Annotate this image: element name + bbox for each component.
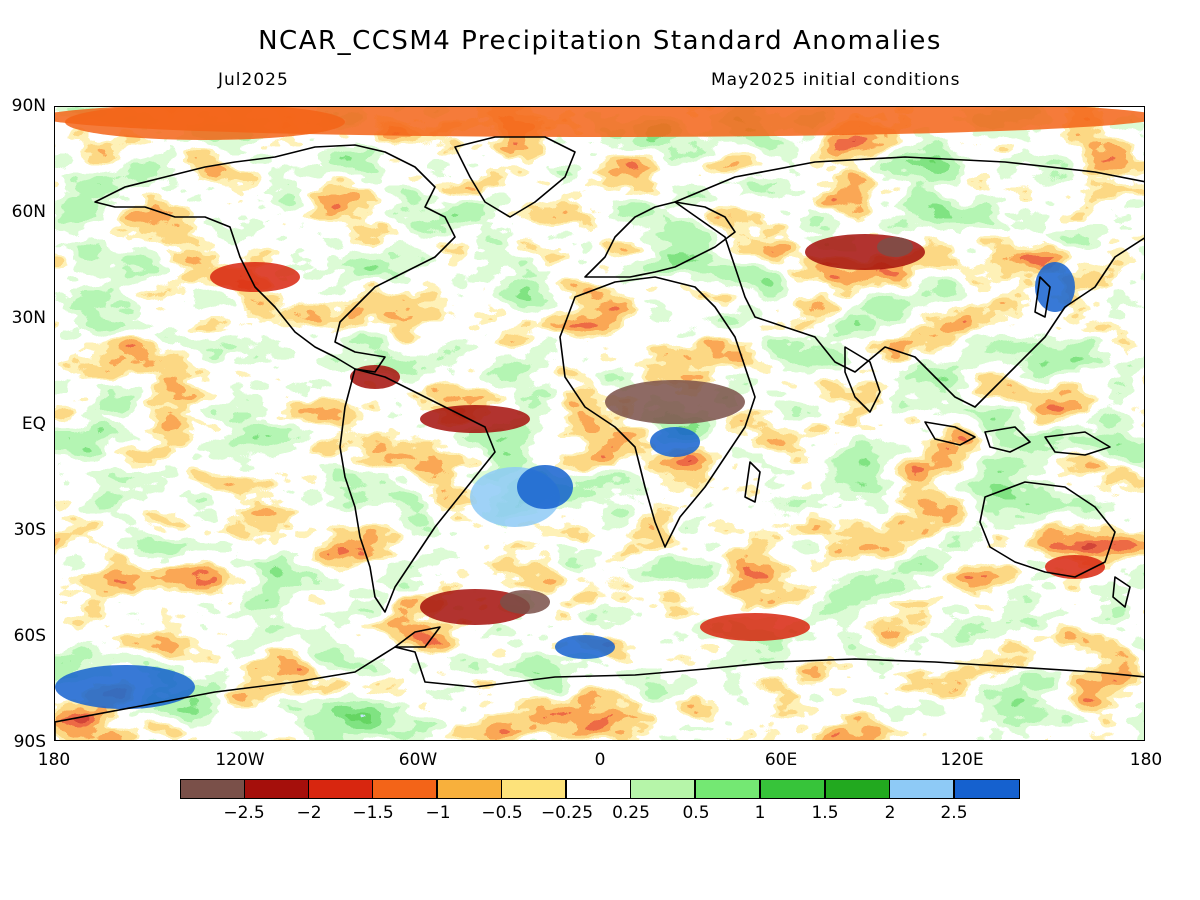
anomaly-field bbox=[55, 107, 1144, 740]
colorbar-label: 1 bbox=[754, 803, 766, 823]
anomaly-feature bbox=[1045, 555, 1105, 579]
colorbar-swatch bbox=[308, 779, 373, 799]
anomaly-feature bbox=[605, 380, 745, 424]
colorbar-label: 2.5 bbox=[940, 803, 968, 823]
anomaly-feature bbox=[555, 635, 615, 659]
colorbar-label: −0.25 bbox=[540, 803, 594, 823]
lon-label-60w: 60W bbox=[398, 750, 438, 770]
lat-label-90n: 90N bbox=[11, 96, 46, 116]
lon-label-180e: 180 bbox=[1129, 750, 1163, 770]
colorbar-label: 0.25 bbox=[612, 803, 650, 823]
colorbar-label: −1 bbox=[425, 803, 451, 823]
colorbar-swatch bbox=[501, 779, 566, 799]
colorbar-label: −0.5 bbox=[481, 803, 523, 823]
lat-label-60s: 60S bbox=[13, 626, 46, 646]
colorbar-swatch bbox=[889, 779, 954, 799]
lat-label-90s: 90S bbox=[13, 732, 46, 752]
anomaly-feature bbox=[517, 465, 573, 509]
anomaly-feature bbox=[500, 590, 550, 614]
anomaly-feature bbox=[700, 613, 810, 641]
colorbar-swatch bbox=[372, 779, 437, 799]
colorbar-label: 0.5 bbox=[682, 803, 710, 823]
anomaly-map bbox=[54, 106, 1145, 741]
anomaly-features bbox=[55, 107, 1144, 709]
colorbar-label: −1.5 bbox=[352, 803, 394, 823]
valid-month-label: Jul2025 bbox=[218, 70, 289, 90]
colorbar-swatch bbox=[630, 779, 695, 799]
lon-label-120w: 120W bbox=[215, 750, 265, 770]
colorbar-swatch bbox=[825, 779, 890, 799]
lon-label-60e: 60E bbox=[764, 750, 798, 770]
anomaly-feature bbox=[650, 427, 700, 457]
initial-conditions-label: May2025 initial conditions bbox=[711, 70, 961, 90]
colorbar-label: 1.5 bbox=[811, 803, 839, 823]
chart-title: NCAR_CCSM4 Precipitation Standard Anomal… bbox=[258, 26, 942, 56]
colorbar-swatch bbox=[954, 779, 1020, 799]
colorbar-swatch bbox=[244, 779, 309, 799]
colorbar-swatch bbox=[566, 779, 631, 799]
anomaly-feature bbox=[877, 237, 913, 257]
lat-label-30s: 30S bbox=[13, 520, 46, 540]
lon-label-180w: 180 bbox=[37, 750, 71, 770]
anomaly-feature bbox=[210, 262, 300, 292]
colorbar-label: −2.5 bbox=[223, 803, 265, 823]
anomaly-feature bbox=[420, 405, 530, 433]
colorbar-label: 2 bbox=[884, 803, 896, 823]
lat-label-30n: 30N bbox=[11, 308, 46, 328]
lon-label-120e: 120E bbox=[940, 750, 984, 770]
anomaly-map-svg bbox=[55, 107, 1144, 740]
colorbar-label: −2 bbox=[296, 803, 322, 823]
lat-label-60n: 60N bbox=[11, 202, 46, 222]
colorbar-swatch bbox=[695, 779, 760, 799]
anomaly-feature bbox=[65, 107, 345, 140]
lat-label-eq: EQ bbox=[21, 414, 46, 434]
anomaly-feature bbox=[1035, 262, 1075, 312]
coastlines bbox=[55, 136, 1144, 740]
colorbar-swatch bbox=[180, 779, 245, 799]
colorbar-swatch bbox=[760, 779, 825, 799]
anomaly-feature bbox=[55, 665, 195, 709]
lon-label-0: 0 bbox=[594, 750, 606, 770]
colorbar-swatch bbox=[437, 779, 502, 799]
